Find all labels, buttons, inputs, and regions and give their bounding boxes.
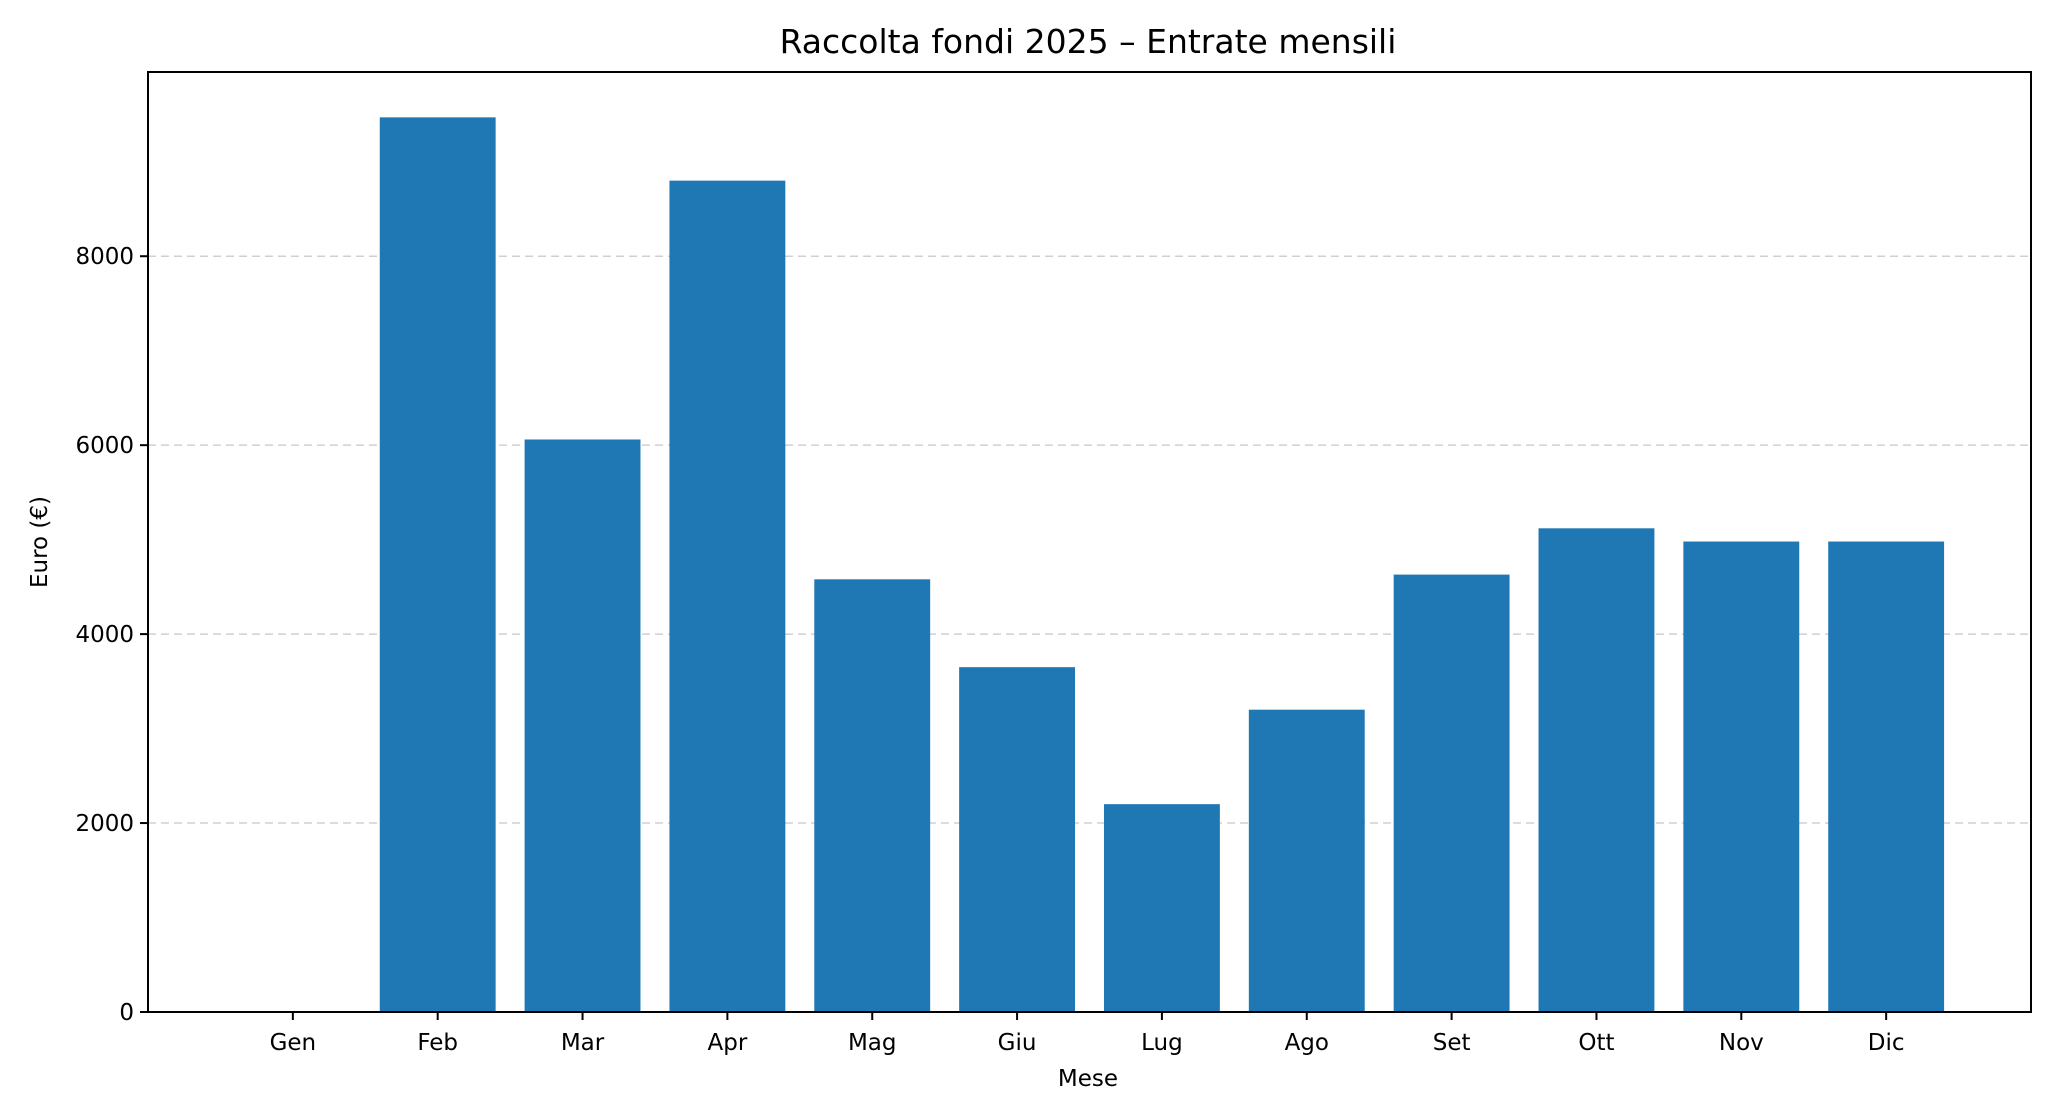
x-axis-label: Mese — [1058, 1066, 1118, 1092]
y-tick-label: 4000 — [75, 622, 134, 648]
bar-nov — [1683, 541, 1800, 1012]
y-axis-ticks: 0 2000 4000 6000 8000 — [75, 244, 148, 1026]
x-tick-label: Gen — [270, 1030, 317, 1056]
x-tick-label: Ago — [1285, 1030, 1329, 1056]
bar-mag — [814, 579, 931, 1012]
x-tick-label: Mar — [561, 1030, 605, 1056]
x-tick-label: Mag — [848, 1030, 897, 1056]
bar-lug — [1103, 804, 1220, 1012]
x-tick-label: Dic — [1868, 1030, 1905, 1056]
x-tick-label: Set — [1433, 1030, 1471, 1056]
y-tick-label: 2000 — [75, 811, 134, 837]
y-tick-label: 6000 — [75, 433, 134, 459]
x-tick-label: Apr — [707, 1030, 747, 1056]
bar-set — [1393, 574, 1510, 1012]
y-axis-label: Euro (€) — [27, 496, 53, 588]
bar-mar — [524, 439, 641, 1012]
chart-title: Raccolta fondi 2025 – Entrate mensili — [780, 22, 1397, 61]
bar-dic — [1828, 541, 1945, 1012]
y-tick-label: 8000 — [75, 244, 134, 270]
bar-feb — [379, 117, 496, 1012]
x-tick-label: Ott — [1578, 1030, 1614, 1056]
bar-giu — [959, 667, 1076, 1012]
plot-frame — [147, 71, 2032, 1013]
x-axis-ticks: Gen Feb Mar Apr Mag Giu Lug Ago Set Ott Nov Dic — [270, 1012, 1905, 1056]
y-tick-label: 0 — [119, 1000, 134, 1026]
x-tick-label: Lug — [1141, 1030, 1183, 1056]
bar-apr — [669, 180, 786, 1013]
bar-ago — [1248, 709, 1365, 1012]
x-tick-label: Giu — [998, 1030, 1037, 1056]
x-tick-label: Nov — [1719, 1030, 1764, 1056]
bar-ott — [1538, 528, 1655, 1012]
bars — [379, 117, 1945, 1013]
x-tick-label: Feb — [417, 1030, 458, 1056]
